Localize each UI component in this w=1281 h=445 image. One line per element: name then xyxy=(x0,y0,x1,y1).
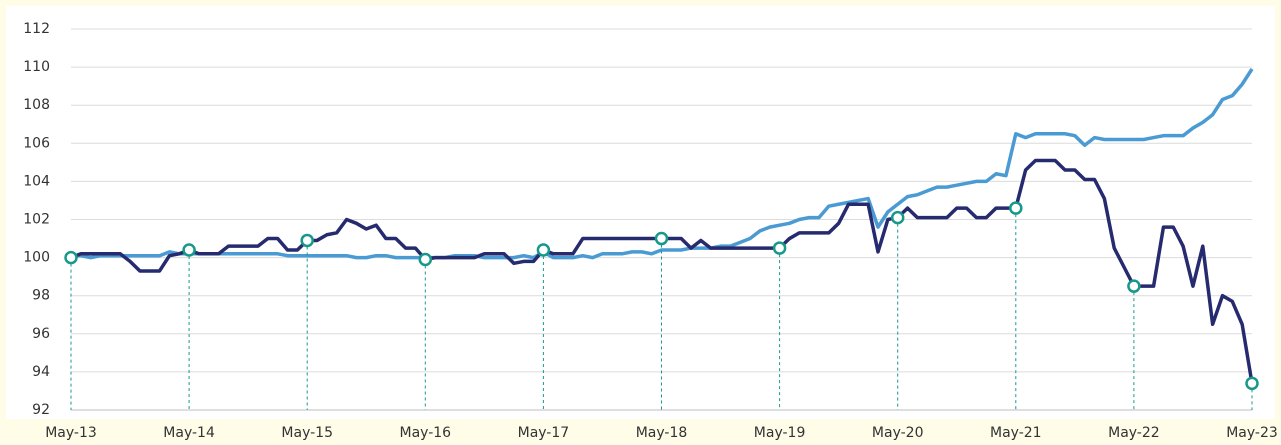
x-tick-label: May-13 xyxy=(45,425,97,441)
point-marker xyxy=(1009,201,1023,215)
point-marker xyxy=(64,250,78,265)
plot-background xyxy=(6,6,1275,419)
x-tick-label: May-17 xyxy=(518,425,570,441)
y-tick-label: 112 xyxy=(23,21,50,37)
y-tick-label: 100 xyxy=(23,250,50,266)
line-series xyxy=(71,68,1254,260)
x-tick-label: May-22 xyxy=(1108,425,1160,441)
x-tick-label: May-14 xyxy=(163,425,215,441)
point-marker xyxy=(418,252,433,267)
y-tick-label: 106 xyxy=(23,135,50,151)
y-tick-label: 102 xyxy=(23,212,50,228)
y-tick-label: 104 xyxy=(23,173,50,189)
x-tick-label: May-19 xyxy=(754,425,806,441)
point-marker xyxy=(182,243,196,257)
y-tick-label: 98 xyxy=(32,288,50,304)
x-tick-label: May-15 xyxy=(281,425,333,441)
point-marker xyxy=(654,231,669,246)
point-marker xyxy=(890,210,905,225)
point-marker xyxy=(1245,376,1259,391)
y-tick-label: 110 xyxy=(23,59,50,75)
y-tick-label: 96 xyxy=(32,326,50,342)
x-tick-label: May-21 xyxy=(990,425,1042,441)
point-marker xyxy=(1127,279,1141,293)
x-tick-label: May-16 xyxy=(400,425,452,441)
point-marker xyxy=(772,241,787,255)
point-marker xyxy=(536,243,551,257)
y-tick-label: 108 xyxy=(23,97,50,113)
x-tick-label: May-23 xyxy=(1226,425,1278,441)
y-tick-label: 92 xyxy=(32,402,50,418)
x-tick-label: May-18 xyxy=(636,425,688,441)
x-tick-label: May-20 xyxy=(872,425,924,441)
y-tick-label: 94 xyxy=(32,364,50,380)
point-marker xyxy=(300,233,314,248)
